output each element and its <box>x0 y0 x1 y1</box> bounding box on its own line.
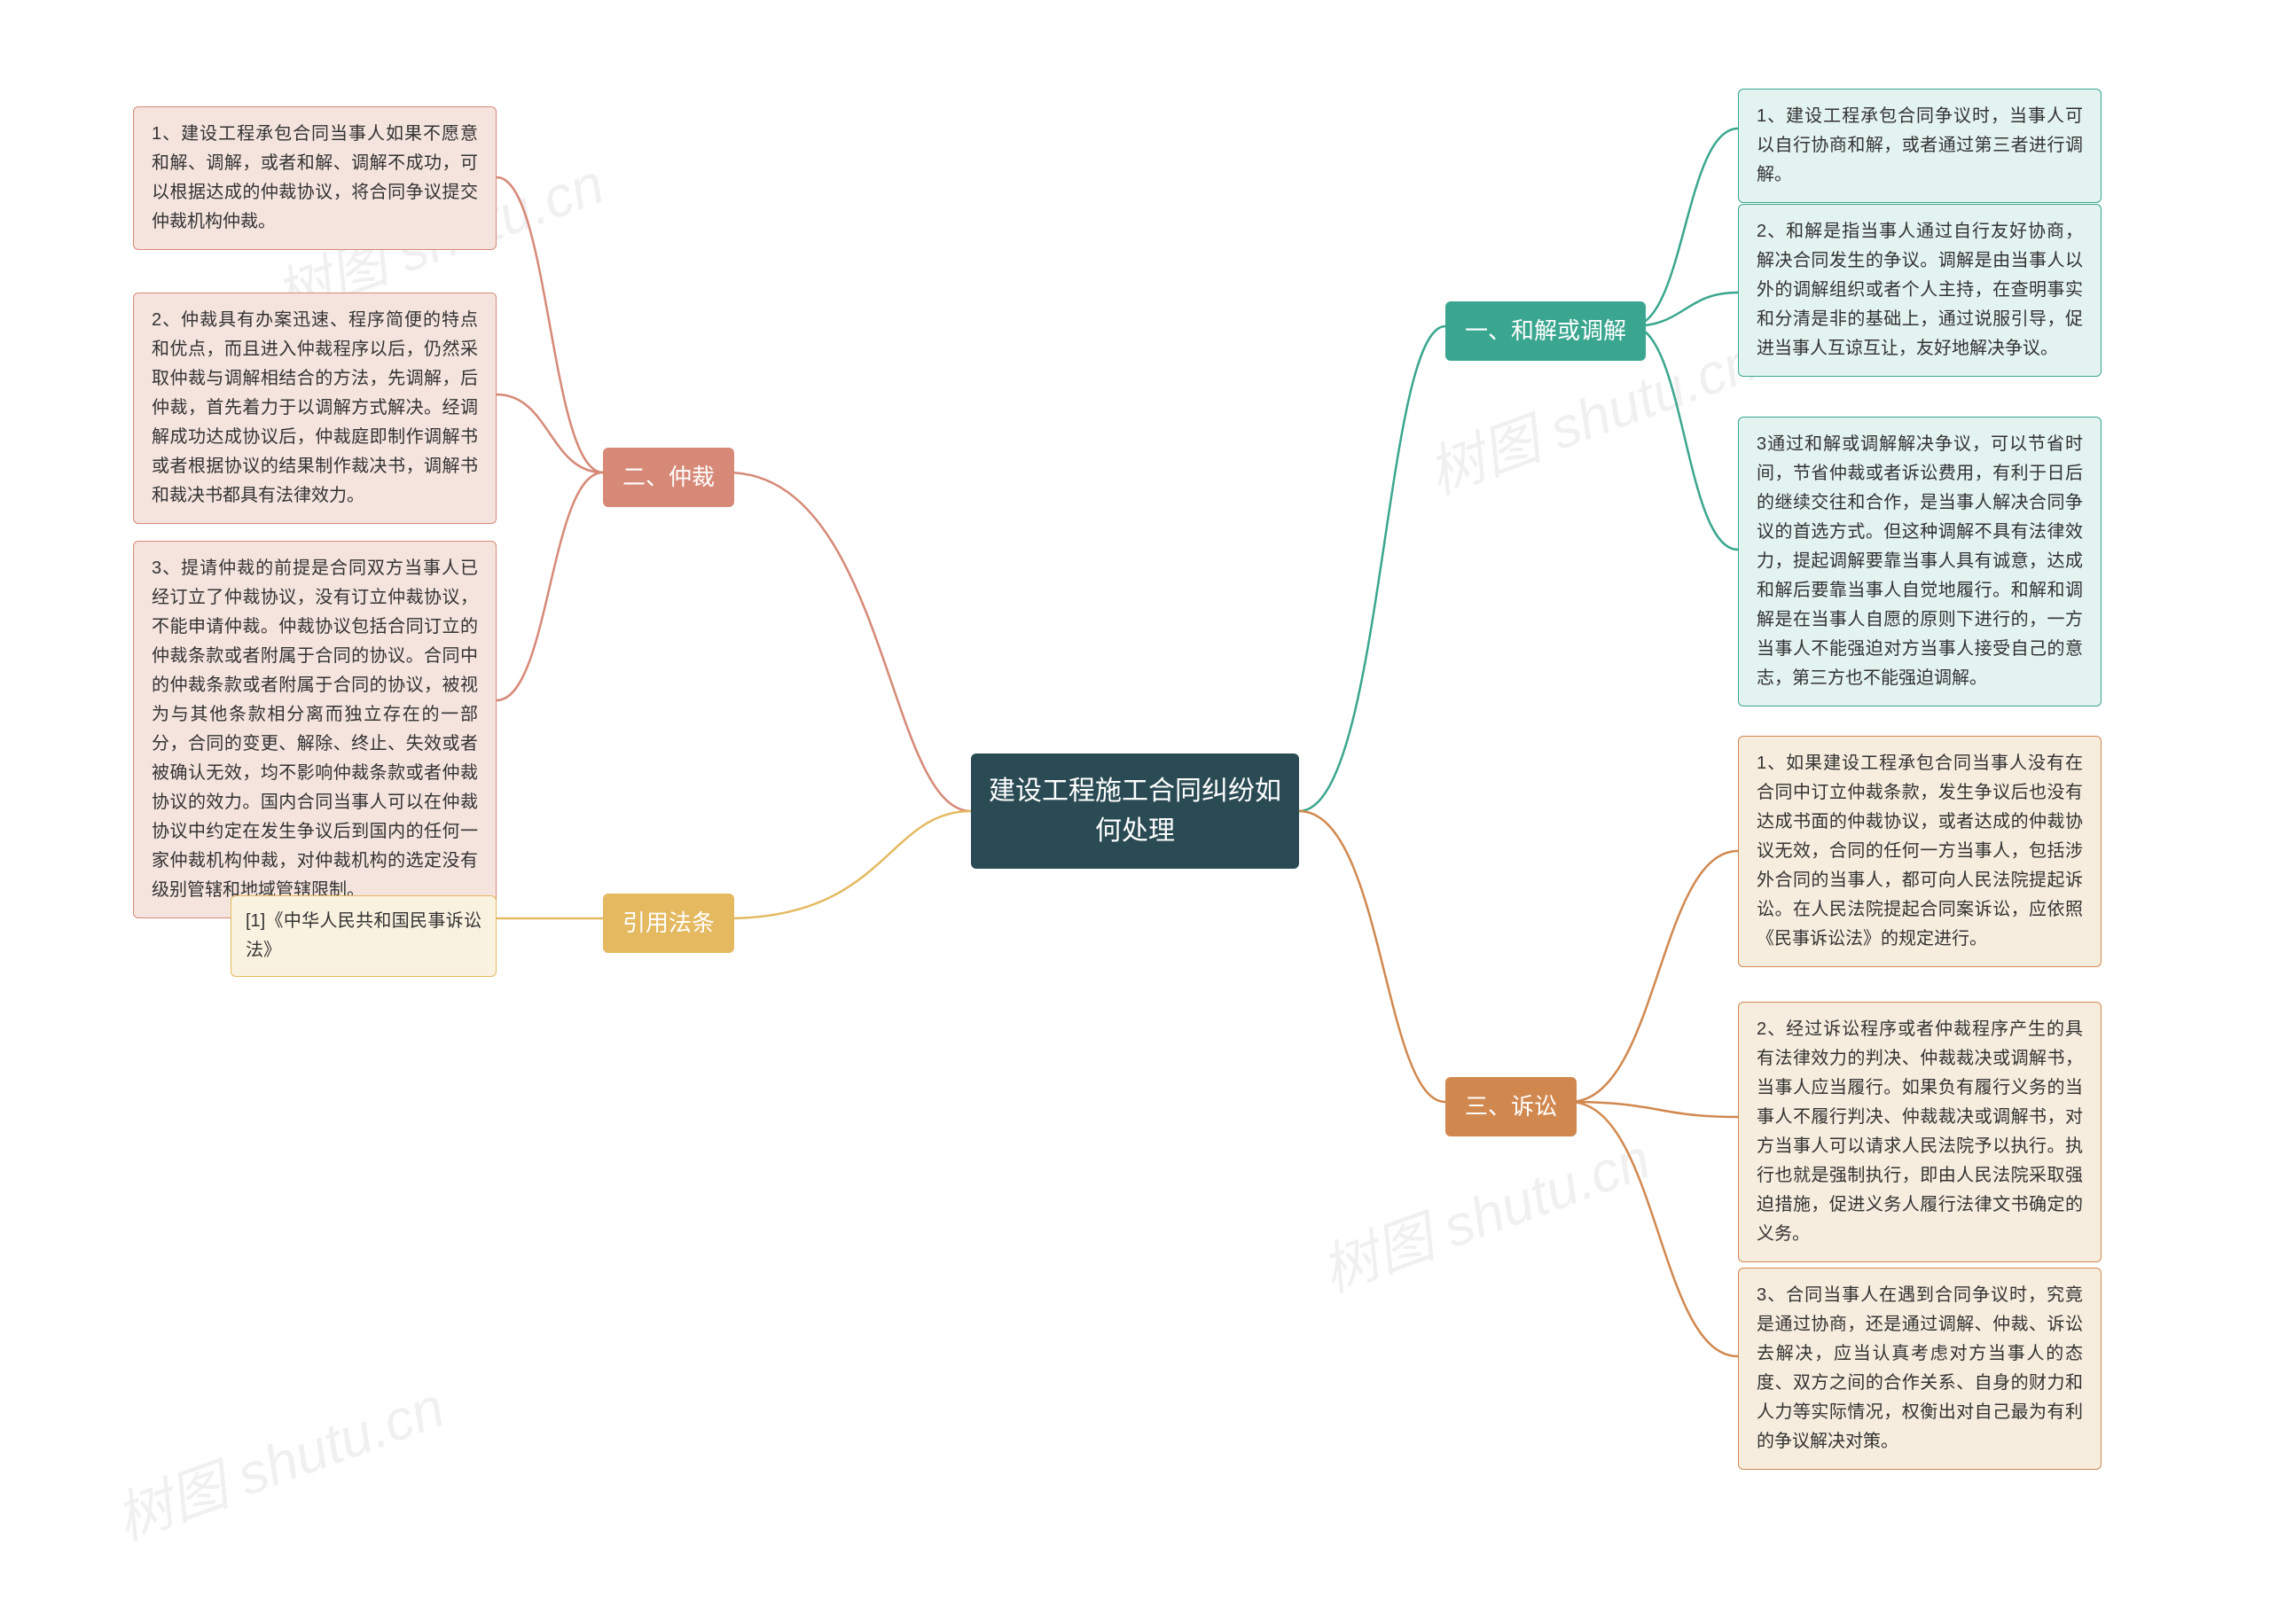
leaf-text: [1]《中华人民共和国民事诉讼法》 <box>246 907 481 965</box>
leaf-b3-1[interactable]: 1、如果建设工程承包合同当事人没有在合同中订立仲裁条款，发生争议后也没有达成书面… <box>1738 736 2102 967</box>
branch-label: 一、和解或调解 <box>1465 312 1626 350</box>
leaf-b1-2[interactable]: 2、和解是指当事人通过自行友好协商，解决合同发生的争议。调解是由当事人以外的调解… <box>1738 204 2102 377</box>
leaf-text: 1、如果建设工程承包合同当事人没有在合同中订立仲裁条款，发生争议后也没有达成书面… <box>1757 749 2083 954</box>
branch-susong[interactable]: 三、诉讼 <box>1445 1077 1577 1136</box>
leaf-b3-3[interactable]: 3、合同当事人在遇到合同争议时，究竟是通过协商，还是通过调解、仲裁、诉讼去解决，… <box>1738 1268 2102 1470</box>
watermark: 树图 shutu.cn <box>103 1362 454 1556</box>
branch-zhongcai[interactable]: 二、仲裁 <box>603 448 734 507</box>
leaf-b2-2[interactable]: 2、仲裁具有办案迅速、程序简便的特点和优点，而且进入仲裁程序以后，仍然采取仲裁与… <box>133 293 497 524</box>
leaf-b4-1[interactable]: [1]《中华人民共和国民事诉讼法》 <box>231 895 497 977</box>
leaf-text: 3通过和解或调解解决争议，可以节省时间，节省仲裁或者诉讼费用，有利于日后的继续交… <box>1757 430 2083 693</box>
leaf-text: 2、和解是指当事人通过自行友好协商，解决合同发生的争议。调解是由当事人以外的调解… <box>1757 217 2083 363</box>
leaf-b2-3[interactable]: 3、提请仲裁的前提是合同双方当事人已经订立了仲裁协议，没有订立仲裁协议，不能申请… <box>133 541 497 918</box>
branch-label: 二、仲裁 <box>622 458 715 496</box>
branch-label: 三、诉讼 <box>1465 1088 1557 1126</box>
leaf-b1-3[interactable]: 3通过和解或调解解决争议，可以节省时间，节省仲裁或者诉讼费用，有利于日后的继续交… <box>1738 417 2102 707</box>
leaf-text: 3、提请仲裁的前提是合同双方当事人已经订立了仲裁协议，没有订立仲裁协议，不能申请… <box>152 554 478 905</box>
root-label: 建设工程施工合同纠纷如何处理 <box>989 771 1281 851</box>
root-node[interactable]: 建设工程施工合同纠纷如何处理 <box>971 753 1299 869</box>
watermark: 树图 shutu.cn <box>1309 1113 1660 1308</box>
leaf-b2-1[interactable]: 1、建设工程承包合同当事人如果不愿意和解、调解，或者和解、调解不成功，可以根据达… <box>133 106 497 250</box>
branch-hexie[interactable]: 一、和解或调解 <box>1445 301 1646 361</box>
branch-yinyong[interactable]: 引用法条 <box>603 894 734 953</box>
leaf-text: 2、经过诉讼程序或者仲裁程序产生的具有法律效力的判决、仲裁裁决或调解书，当事人应… <box>1757 1015 2083 1249</box>
leaf-text: 2、仲裁具有办案迅速、程序简便的特点和优点，而且进入仲裁程序以后，仍然采取仲裁与… <box>152 306 478 511</box>
leaf-text: 3、合同当事人在遇到合同争议时，究竟是通过协商，还是通过调解、仲裁、诉讼去解决，… <box>1757 1281 2083 1456</box>
leaf-b3-2[interactable]: 2、经过诉讼程序或者仲裁程序产生的具有法律效力的判决、仲裁裁决或调解书，当事人应… <box>1738 1002 2102 1262</box>
leaf-text: 1、建设工程承包合同当事人如果不愿意和解、调解，或者和解、调解不成功，可以根据达… <box>152 120 478 237</box>
branch-label: 引用法条 <box>622 904 715 942</box>
leaf-text: 1、建设工程承包合同争议时，当事人可以自行协商和解，或者通过第三者进行调解。 <box>1757 102 2083 190</box>
leaf-b1-1[interactable]: 1、建设工程承包合同争议时，当事人可以自行协商和解，或者通过第三者进行调解。 <box>1738 89 2102 203</box>
